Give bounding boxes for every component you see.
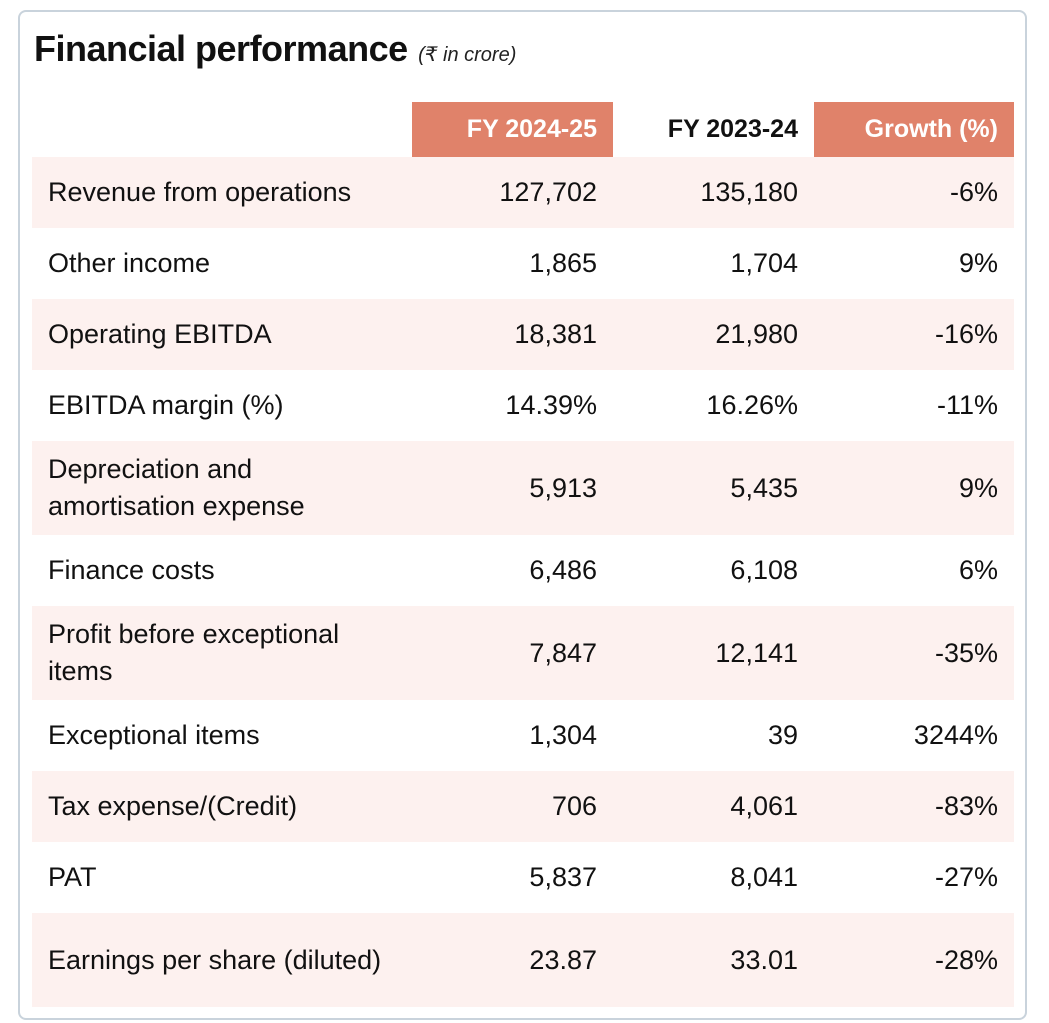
fy2023-24-value: 5,435 [613,441,814,535]
fy2024-25-value: 706 [412,771,613,842]
column-header-fy2024-25: FY 2024-25 [412,102,613,157]
table-row: Exceptional items 1,304 39 3244% [32,700,1014,771]
growth-value: -83% [814,771,1014,842]
table-row: Tax expense/(Credit) 706 4,061 -83% [32,771,1014,842]
growth-value: 9% [814,441,1014,535]
fy2024-25-value: 23.87 [412,913,613,1007]
row-label: Tax expense/(Credit) [32,771,412,842]
table-row: Profit before exceptional items 7,847 12… [32,606,1014,700]
fy2023-24-value: 4,061 [613,771,814,842]
column-header-fy2023-24: FY 2023-24 [667,115,798,143]
table-header-row: FY 2024-25 FY 2023-24 Growth (%) [32,102,1014,157]
financial-table: FY 2024-25 FY 2023-24 Growth (%) Revenue… [32,102,1014,1007]
fy2024-25-value: 18,381 [412,299,613,370]
fy2024-25-value: 1,865 [529,248,597,278]
growth-value: 6% [958,555,998,585]
unit-note: (₹ in crore) [418,44,517,66]
growth-value: -27% [934,862,998,892]
fy2024-25-value: 6,486 [529,555,597,585]
row-label: Profit before exceptional items [32,606,412,700]
row-label: EBITDA margin (%) [48,390,284,420]
fy2024-25-value: 14.39% [505,390,597,420]
fy2023-24-value: 1,704 [730,248,798,278]
title-row: Financial performance (₹ in crore) [34,28,516,70]
financial-performance-panel: Financial performance (₹ in crore) FY 20… [18,10,1027,1020]
fy2023-24-value: 8,041 [730,862,798,892]
row-label: Earnings per share (diluted) [32,913,412,1007]
row-label: Other income [48,248,211,278]
growth-value: -16% [814,299,1014,370]
page-title: Financial performance [34,28,408,69]
column-header-label [32,102,412,157]
fy2024-25-value: 5,837 [529,862,597,892]
fy2023-24-value: 12,141 [613,606,814,700]
fy2023-24-value: 6,108 [730,555,798,585]
growth-value: -35% [814,606,1014,700]
row-label: Depreciation and amortisation expense [32,441,412,535]
table-row: Operating EBITDA 18,381 21,980 -16% [32,299,1014,370]
fy2024-25-value: 5,913 [412,441,613,535]
table-row: EBITDA margin (%) 14.39% 16.26% -11% [32,370,1014,441]
table-row: Earnings per share (diluted) 23.87 33.01… [32,913,1014,1007]
row-label: Operating EBITDA [32,299,412,370]
fy2024-25-value: 1,304 [529,720,597,750]
column-header-growth: Growth (%) [814,102,1014,157]
row-label: Finance costs [48,555,215,585]
fy2023-24-value: 16.26% [706,390,798,420]
fy2023-24-value: 21,980 [613,299,814,370]
fy2023-24-value: 135,180 [613,157,814,228]
table-row: Finance costs 6,486 6,108 6% [32,535,1014,606]
growth-value: -11% [936,390,998,420]
table-row: Other income 1,865 1,704 9% [32,228,1014,299]
table-row: PAT 5,837 8,041 -27% [32,842,1014,913]
growth-value: 9% [958,248,998,278]
fy2024-25-value: 7,847 [412,606,613,700]
fy2023-24-value: 33.01 [613,913,814,1007]
growth-value: -6% [814,157,1014,228]
growth-value: -28% [814,913,1014,1007]
growth-value: 3244% [913,720,998,750]
row-label: PAT [48,862,97,892]
table-row: Revenue from operations 127,702 135,180 … [32,157,1014,228]
table-row: Depreciation and amortisation expense 5,… [32,441,1014,535]
fy2024-25-value: 127,702 [412,157,613,228]
row-label: Revenue from operations [32,157,412,228]
fy2023-24-value: 39 [767,720,798,750]
row-label: Exceptional items [48,720,260,750]
